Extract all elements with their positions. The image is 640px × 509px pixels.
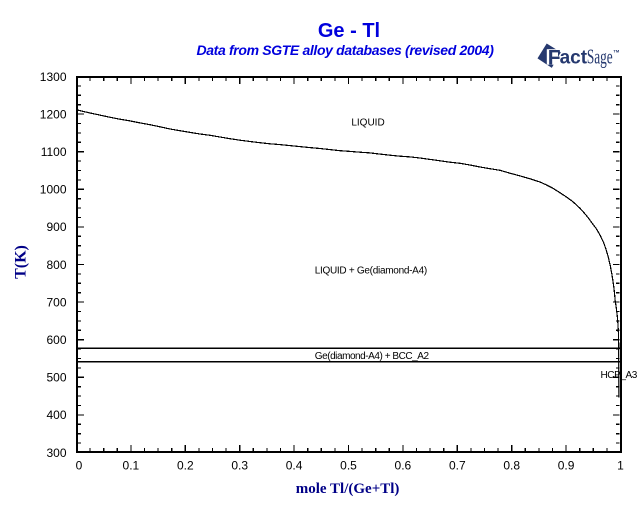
svg-text:400: 400: [46, 408, 66, 422]
svg-text:0.7: 0.7: [449, 459, 466, 473]
svg-text:1000: 1000: [40, 183, 67, 197]
svg-text:Ge - Tl: Ge - Tl: [318, 20, 380, 42]
svg-text:T(K): T(K): [13, 245, 30, 279]
svg-text:Sage: Sage: [587, 44, 613, 68]
svg-text:0.2: 0.2: [177, 459, 194, 473]
svg-text:600: 600: [46, 333, 66, 347]
svg-text:500: 500: [46, 371, 66, 385]
svg-text:0.3: 0.3: [231, 459, 248, 473]
svg-text:0.1: 0.1: [123, 459, 140, 473]
svg-text:1100: 1100: [41, 145, 67, 159]
svg-text:0: 0: [76, 459, 83, 473]
svg-text:TM: TM: [613, 49, 619, 54]
svg-text:0.6: 0.6: [395, 459, 412, 473]
svg-text:800: 800: [46, 258, 66, 272]
svg-text:1: 1: [617, 459, 624, 473]
svg-text:300: 300: [46, 446, 66, 460]
svg-text:Data from SGTE alloy databases: Data from SGTE alloy databases (revised …: [196, 42, 494, 58]
svg-text:HCP_A3: HCP_A3: [600, 370, 637, 381]
svg-text:0.9: 0.9: [558, 459, 575, 473]
svg-text:1200: 1200: [40, 107, 67, 121]
svg-text:0.5: 0.5: [340, 459, 357, 473]
svg-text:LIQUID + Ge(diamond-A4): LIQUID + Ge(diamond-A4): [315, 266, 427, 277]
svg-text:1300: 1300: [40, 70, 67, 84]
svg-text:0.8: 0.8: [503, 459, 520, 473]
svg-text:0.4: 0.4: [286, 459, 303, 473]
svg-text:act: act: [560, 47, 588, 68]
svg-text:LIQUID: LIQUID: [351, 117, 384, 128]
svg-text:mole Tl/(Ge+Tl): mole Tl/(Ge+Tl): [296, 481, 400, 497]
svg-text:700: 700: [46, 295, 66, 309]
svg-text:900: 900: [46, 220, 66, 234]
svg-text:Ge(diamond-A4) + BCC_A2: Ge(diamond-A4) + BCC_A2: [315, 351, 430, 362]
